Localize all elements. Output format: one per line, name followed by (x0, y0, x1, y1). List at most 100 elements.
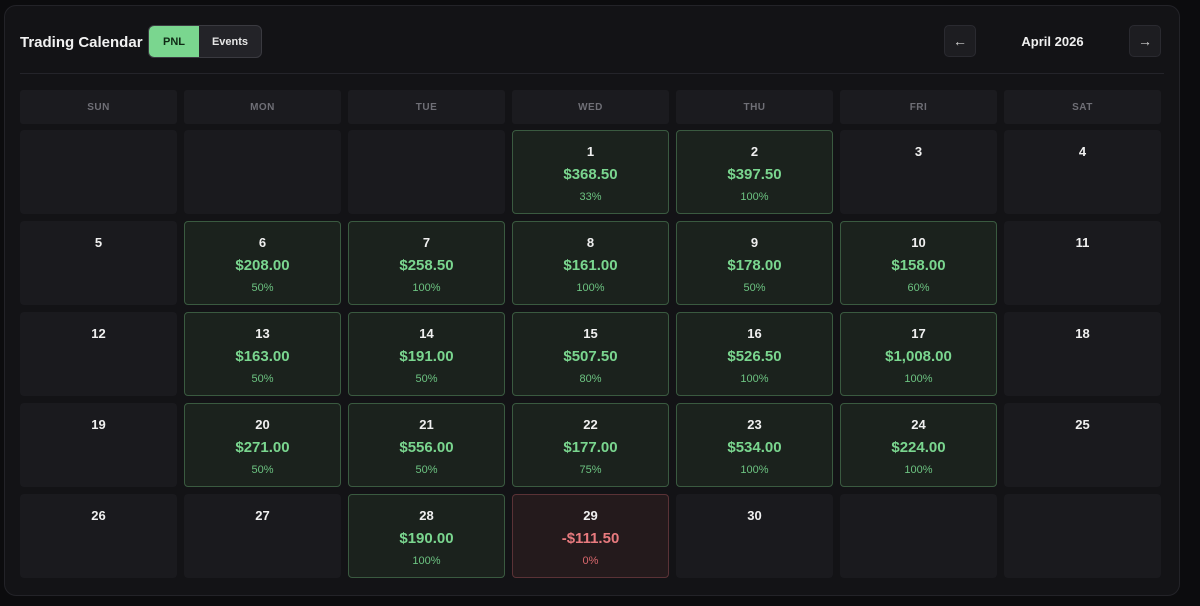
calendar-days-grid: 1 $368.50 33% 2 $397.50 100% 3 4 5 6 $208.00 50% 7 $2… (20, 130, 1162, 578)
calendar-day-cell[interactable]: 2 $397.50 100% (676, 130, 833, 214)
calendar-day-cell[interactable]: 10 $158.00 60% (840, 221, 997, 305)
day-win-rate: 50% (743, 282, 766, 294)
header-divider (20, 73, 1164, 74)
day-win-rate: 100% (740, 373, 769, 385)
calendar-empty-cell (1004, 494, 1161, 578)
calendar-day-cell[interactable]: 8 $161.00 100% (512, 221, 669, 305)
calendar-day-cell[interactable]: 22 $177.00 75% (512, 403, 669, 487)
day-number: 8 (586, 235, 595, 250)
day-number: 25 (1075, 417, 1090, 432)
day-number: 24 (911, 417, 926, 432)
calendar-day-cell[interactable]: 29 -$111.50 0% (512, 494, 669, 578)
calendar-day-cell[interactable]: 6 $208.00 50% (184, 221, 341, 305)
day-win-rate: 100% (412, 282, 441, 294)
calendar-day-cell[interactable]: 20 $271.00 50% (184, 403, 341, 487)
day-win-rate: 100% (740, 191, 769, 203)
day-pnl-amount: $224.00 (891, 439, 946, 456)
day-win-rate: 100% (576, 282, 605, 294)
day-win-rate: 33% (579, 191, 602, 203)
calendar-day-cell[interactable]: 23 $534.00 100% (676, 403, 833, 487)
day-number: 19 (91, 417, 106, 432)
day-pnl-amount: $534.00 (727, 439, 782, 456)
day-number: 18 (1075, 326, 1090, 341)
calendar-day-cell[interactable]: 21 $556.00 50% (348, 403, 505, 487)
day-win-rate: 100% (904, 373, 933, 385)
weekday-tue: TUE (348, 90, 505, 124)
day-pnl-amount: $177.00 (563, 439, 618, 456)
calendar-day-cell[interactable]: 28 $190.00 100% (348, 494, 505, 578)
day-win-rate: 100% (740, 464, 769, 476)
calendar-day-cell[interactable]: 14 $191.00 50% (348, 312, 505, 396)
day-number: 26 (91, 508, 106, 523)
calendar-day-cell[interactable]: 19 (20, 403, 177, 487)
weekday-fri: FRI (840, 90, 997, 124)
prev-month-button[interactable]: ← (944, 25, 976, 57)
calendar-empty-cell (20, 130, 177, 214)
arrow-right-icon: → (1138, 33, 1152, 49)
day-win-rate: 50% (415, 373, 438, 385)
day-number: 13 (255, 326, 270, 341)
day-number: 15 (583, 326, 598, 341)
day-win-rate: 50% (251, 373, 274, 385)
day-pnl-amount: $178.00 (727, 257, 782, 274)
day-number: 23 (747, 417, 762, 432)
events-toggle-button[interactable]: Events (211, 35, 249, 48)
day-win-rate: 50% (251, 282, 274, 294)
day-number: 3 (914, 144, 923, 159)
day-win-rate: 80% (579, 373, 602, 385)
calendar-day-cell[interactable]: 3 (840, 130, 997, 214)
day-pnl-amount: $397.50 (727, 166, 782, 183)
day-pnl-amount: $163.00 (235, 348, 290, 365)
calendar-day-cell[interactable]: 7 $258.50 100% (348, 221, 505, 305)
calendar-day-cell[interactable]: 13 $163.00 50% (184, 312, 341, 396)
calendar-day-cell[interactable]: 17 $1,008.00 100% (840, 312, 997, 396)
calendar-day-cell[interactable]: 11 (1004, 221, 1161, 305)
day-pnl-amount: $191.00 (399, 348, 454, 365)
calendar-day-cell[interactable]: 16 $526.50 100% (676, 312, 833, 396)
calendar-title: Trading Calendar (20, 34, 143, 51)
day-pnl-amount: $368.50 (563, 166, 618, 183)
calendar-day-cell[interactable]: 1 $368.50 33% (512, 130, 669, 214)
calendar-day-cell[interactable]: 26 (20, 494, 177, 578)
day-win-rate: 50% (251, 464, 274, 476)
day-pnl-amount: $258.50 (399, 257, 454, 274)
day-number: 27 (255, 508, 270, 523)
day-pnl-amount: $1,008.00 (885, 348, 952, 365)
calendar-day-cell[interactable]: 27 (184, 494, 341, 578)
calendar-day-cell[interactable]: 25 (1004, 403, 1161, 487)
day-number: 9 (750, 235, 759, 250)
calendar-day-cell[interactable]: 15 $507.50 80% (512, 312, 669, 396)
day-number: 20 (255, 417, 270, 432)
day-number: 14 (419, 326, 434, 341)
calendar-day-cell[interactable]: 12 (20, 312, 177, 396)
day-number: 1 (586, 144, 595, 159)
day-pnl-amount: $556.00 (399, 439, 454, 456)
calendar-empty-cell (840, 494, 997, 578)
calendar-day-cell[interactable]: 30 (676, 494, 833, 578)
day-number: 21 (419, 417, 434, 432)
day-number: 5 (94, 235, 103, 250)
weekday-thu: THU (676, 90, 833, 124)
day-number: 30 (747, 508, 762, 523)
day-pnl-amount: $190.00 (399, 530, 454, 547)
day-win-rate: 100% (412, 555, 441, 567)
calendar-day-cell[interactable]: 4 (1004, 130, 1161, 214)
day-win-rate: 60% (907, 282, 930, 294)
calendar-day-cell[interactable]: 5 (20, 221, 177, 305)
arrow-left-icon: ← (953, 33, 967, 49)
day-number: 16 (747, 326, 762, 341)
pnl-toggle-button[interactable]: PNL (149, 26, 199, 57)
current-month-label: April 2026 (1021, 34, 1084, 49)
calendar-day-cell[interactable]: 18 (1004, 312, 1161, 396)
day-number: 22 (583, 417, 598, 432)
weekday-wed: WED (512, 90, 669, 124)
day-pnl-amount: $158.00 (891, 257, 946, 274)
day-number: 28 (419, 508, 434, 523)
calendar-day-cell[interactable]: 9 $178.00 50% (676, 221, 833, 305)
calendar-day-cell[interactable]: 24 $224.00 100% (840, 403, 997, 487)
next-month-button[interactable]: → (1129, 25, 1161, 57)
day-pnl-amount: $507.50 (563, 348, 618, 365)
day-pnl-amount: $271.00 (235, 439, 290, 456)
day-win-rate: 100% (904, 464, 933, 476)
day-number: 11 (1075, 235, 1090, 250)
